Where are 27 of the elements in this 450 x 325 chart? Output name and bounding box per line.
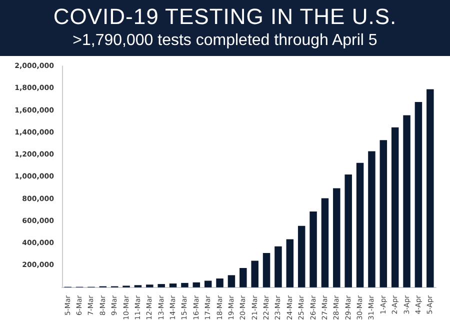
bar bbox=[240, 268, 247, 288]
chart-subtitle: >1,790,000 tests completed through April 5 bbox=[72, 32, 378, 50]
bar bbox=[228, 275, 236, 288]
bar bbox=[216, 278, 224, 288]
bar bbox=[344, 174, 352, 288]
bar bbox=[426, 89, 434, 288]
bar bbox=[368, 151, 376, 288]
bar bbox=[298, 226, 306, 288]
bar bbox=[403, 115, 410, 288]
bar bbox=[169, 283, 177, 288]
bar bbox=[321, 198, 329, 288]
bar bbox=[356, 162, 364, 288]
bar bbox=[333, 188, 340, 288]
bar bbox=[380, 140, 388, 288]
bar bbox=[414, 102, 422, 288]
bar bbox=[158, 284, 165, 288]
bar bbox=[251, 260, 258, 288]
bar bbox=[204, 280, 212, 288]
bar bbox=[146, 284, 154, 288]
bar bbox=[310, 212, 317, 288]
bar bbox=[286, 239, 294, 288]
bar bbox=[391, 127, 399, 288]
bar bbox=[262, 253, 270, 288]
bar bbox=[192, 282, 200, 288]
bar bbox=[274, 246, 282, 288]
bar bbox=[181, 282, 188, 288]
chart-title: COVID-19 TESTING IN THE U.S. bbox=[52, 3, 398, 30]
